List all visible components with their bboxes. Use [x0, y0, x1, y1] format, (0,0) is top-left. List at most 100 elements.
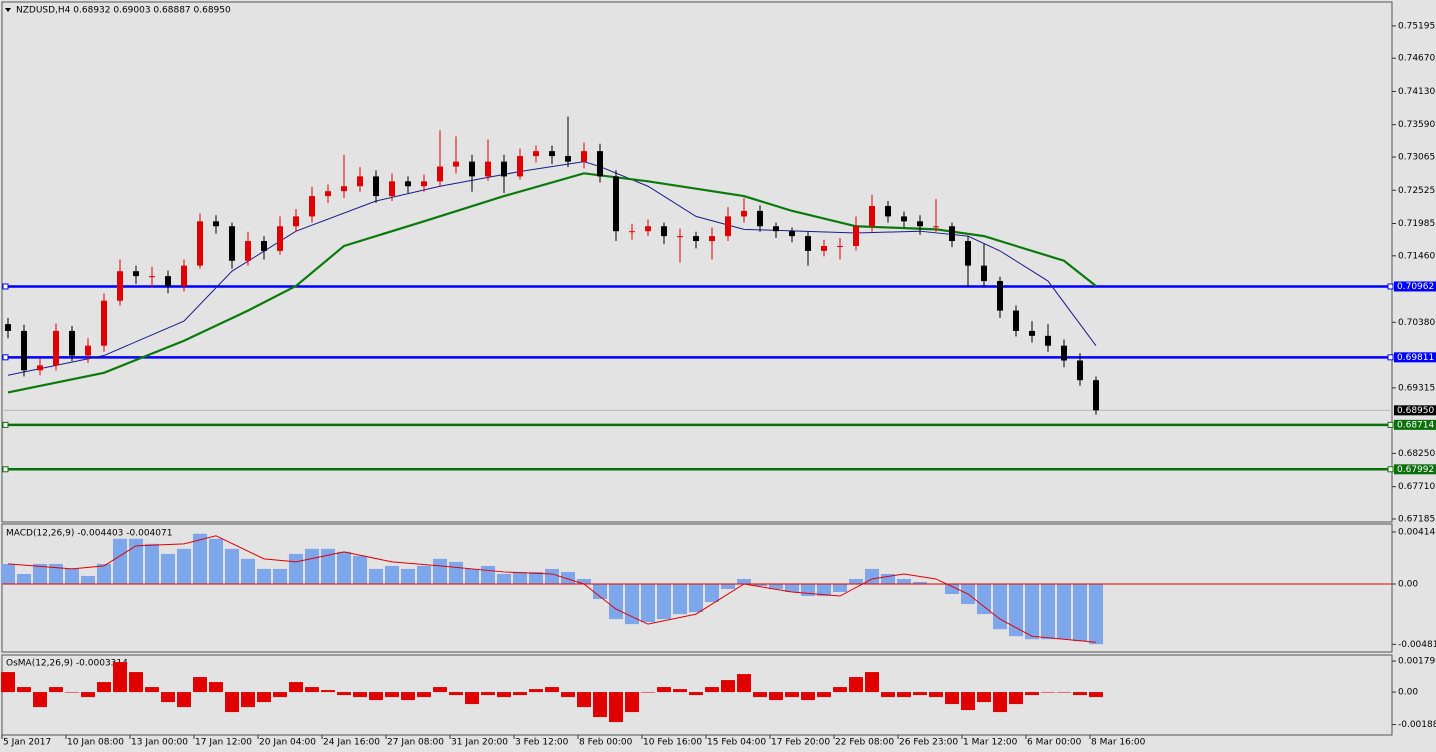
osma-bar: [833, 687, 847, 693]
macd-bar: [17, 573, 31, 584]
candle-body: [997, 281, 1003, 311]
y-tick-label: 0.74130: [1398, 87, 1435, 97]
candle-body: [501, 161, 507, 177]
x-tick-label: 6 Mar 00:00: [1027, 738, 1082, 748]
osma-bar: [1041, 692, 1055, 693]
macd-bar: [145, 543, 159, 584]
osma-bar: [417, 692, 431, 698]
candle-body: [597, 151, 603, 177]
level-handle: [1387, 421, 1394, 428]
x-tick-label: 10 Feb 16:00: [643, 738, 702, 748]
candle-body: [389, 181, 395, 197]
level-handle: [1387, 466, 1394, 473]
y-tick-label: 0.67710: [1398, 482, 1435, 492]
macd-bar: [897, 578, 911, 584]
macd-bar: [337, 551, 351, 584]
macd-bar: [577, 578, 591, 584]
candle-body: [837, 245, 843, 247]
candle-body: [485, 161, 491, 177]
osma-bar: [81, 692, 95, 698]
osma-bar: [1009, 692, 1023, 705]
macd-bar: [721, 583, 735, 590]
candle-body: [213, 221, 219, 227]
osma-bar: [49, 687, 63, 693]
osma-bar: [241, 692, 255, 708]
candle-body: [69, 330, 75, 356]
macd-bar: [641, 583, 655, 623]
macd-bar: [529, 571, 543, 584]
macd-bar: [97, 563, 111, 584]
y-tick-label: -0.001885: [1398, 720, 1436, 730]
macd-bar: [369, 568, 383, 584]
macd-bar: [417, 565, 431, 584]
main-panel: [1, 1, 1393, 523]
osma-bar: [273, 692, 287, 698]
candle-body: [901, 216, 907, 222]
macd-bar: [353, 555, 367, 584]
candle-body: [197, 221, 203, 266]
osma-bar: [289, 682, 303, 693]
osma-bar: [1089, 692, 1103, 698]
x-tick-label: 26 Feb 23:00: [899, 738, 958, 748]
macd-bar: [241, 558, 255, 584]
macd-bar: [1041, 583, 1055, 640]
level-tag: [1394, 419, 1436, 430]
osma-bar: [897, 692, 911, 698]
macd-bar: [561, 571, 575, 584]
macd-bar: [449, 561, 463, 584]
candle-body: [869, 205, 875, 227]
macd-bar: [769, 583, 783, 590]
candle-body: [229, 226, 235, 261]
osma-bar: [625, 692, 639, 713]
osma-bar: [465, 692, 479, 705]
chart-title: NZDUSD,H4 0.68932 0.69003 0.68887 0.6895…: [16, 6, 231, 16]
x-tick-label: 20 Jan 04:00: [259, 738, 316, 748]
macd-bar: [385, 565, 399, 584]
macd-bar: [209, 538, 223, 584]
osma-bar: [209, 682, 223, 693]
x-tick-label: 17 Feb 20:00: [771, 738, 830, 748]
y-tick-label: 0.74670: [1398, 54, 1435, 64]
macd-bar: [113, 538, 127, 584]
macd-bar: [881, 573, 895, 584]
y-tick-label: 0.75195: [1398, 21, 1435, 31]
osma-bar: [753, 692, 767, 698]
candle-body: [629, 231, 635, 233]
candle-body: [853, 226, 859, 246]
candle-body: [533, 151, 539, 157]
candle-body: [981, 265, 987, 282]
macd-bar: [513, 571, 527, 584]
macd-bar: [497, 573, 511, 584]
osma-bar: [673, 689, 687, 693]
osma-bar: [577, 692, 591, 708]
candle-body: [53, 330, 59, 366]
macd-bar: [129, 538, 143, 584]
candle-body: [885, 205, 891, 217]
level-handle: [2, 421, 9, 428]
osma-bar: [593, 692, 607, 718]
candle-body: [965, 241, 971, 266]
candle-body: [645, 226, 651, 232]
osma-bar: [561, 692, 575, 698]
x-tick-label: 8 Mar 16:00: [1091, 738, 1146, 748]
macd-bar: [1057, 583, 1071, 640]
y-tick-label: 0.73065: [1398, 153, 1435, 163]
macd-bar: [1089, 583, 1103, 645]
osma-bar: [881, 692, 895, 698]
osma-bar: [129, 672, 143, 693]
osma-bar: [769, 692, 783, 701]
macd-bar: [689, 583, 703, 613]
osma-bar: [961, 692, 975, 711]
osma-bar: [17, 687, 31, 693]
candle-body: [101, 300, 107, 346]
candle-body: [1093, 380, 1099, 411]
osma-bar: [33, 692, 47, 708]
last-price-label: 0.68950: [1397, 406, 1434, 416]
macd-bar: [849, 578, 863, 584]
candle-body: [245, 241, 251, 261]
macd-bar: [993, 583, 1007, 630]
osma-bar: [385, 692, 399, 698]
candle-body: [821, 245, 827, 251]
macd-bar: [193, 533, 207, 584]
x-tick-label: 15 Feb 04:00: [707, 738, 766, 748]
